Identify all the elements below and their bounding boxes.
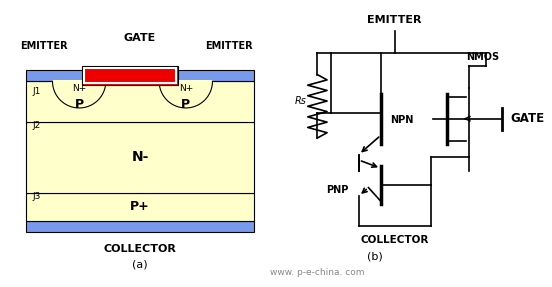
Text: N+: N+ <box>179 84 193 93</box>
Text: EMITTER: EMITTER <box>368 15 422 24</box>
Text: P: P <box>75 98 84 111</box>
Bar <box>26 193 254 221</box>
Text: Rs: Rs <box>295 96 307 106</box>
Bar <box>84 68 176 83</box>
Text: P: P <box>181 98 190 111</box>
Text: EMITTER: EMITTER <box>205 41 253 51</box>
Bar <box>26 221 254 232</box>
Text: www. p-e-china. com: www. p-e-china. com <box>270 269 365 278</box>
Text: COLLECTOR: COLLECTOR <box>104 244 177 254</box>
Text: NPN: NPN <box>391 115 414 125</box>
Text: N+: N+ <box>72 84 86 93</box>
Text: NMOS: NMOS <box>466 52 500 62</box>
Text: (a): (a) <box>132 259 148 269</box>
Text: GATE: GATE <box>124 33 156 43</box>
Bar <box>26 122 254 193</box>
Text: EMITTER: EMITTER <box>20 41 67 51</box>
Text: N-: N- <box>131 150 149 164</box>
Text: J3: J3 <box>32 192 40 201</box>
Text: (b): (b) <box>368 251 383 261</box>
Bar <box>26 81 254 122</box>
Text: GATE: GATE <box>511 112 545 125</box>
Text: COLLECTOR: COLLECTOR <box>360 235 429 245</box>
Text: P+: P+ <box>130 201 150 214</box>
Bar <box>82 66 178 85</box>
Text: PNP: PNP <box>326 185 348 195</box>
Bar <box>26 70 254 81</box>
Polygon shape <box>159 81 213 108</box>
Polygon shape <box>52 81 106 108</box>
Text: J1: J1 <box>32 87 40 96</box>
Text: J2: J2 <box>32 121 40 130</box>
